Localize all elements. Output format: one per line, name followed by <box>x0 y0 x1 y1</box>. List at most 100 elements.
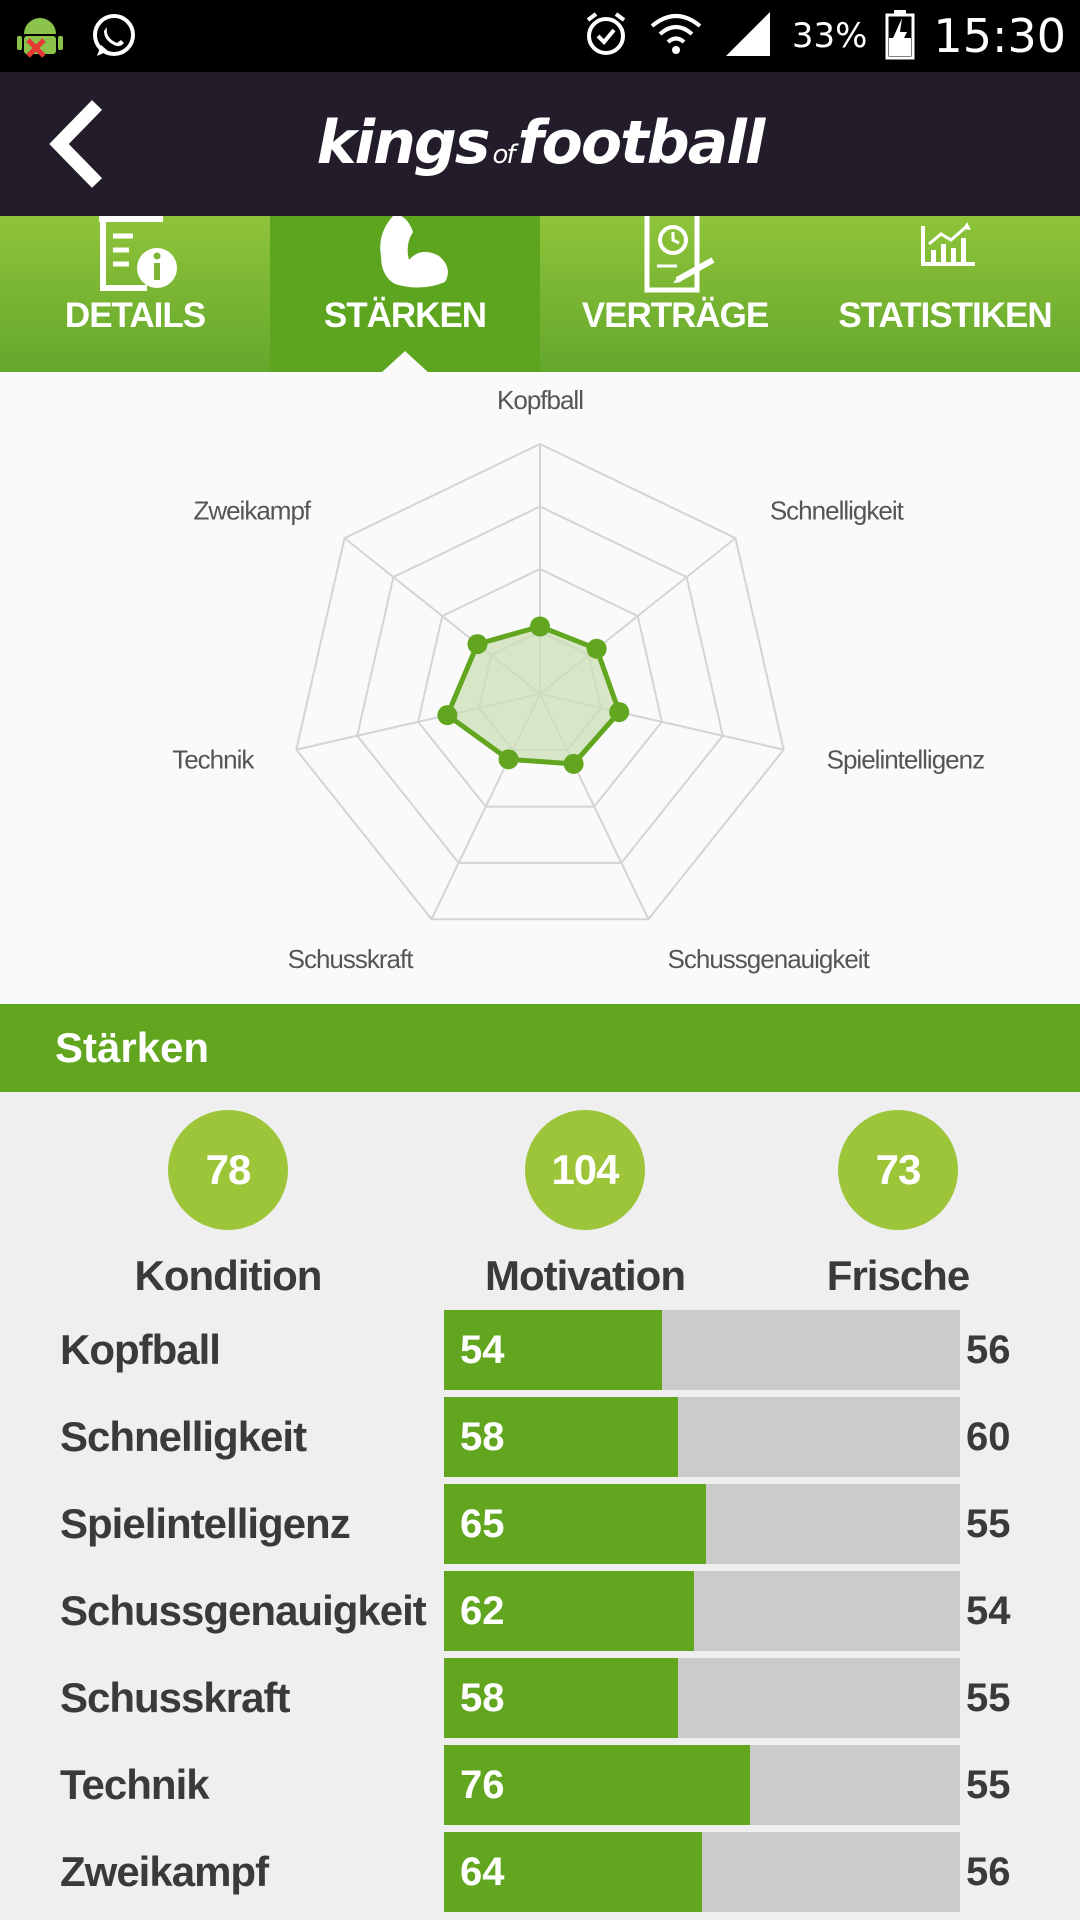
radar-point <box>563 753 584 774</box>
tab-label: STATISTIKEN <box>838 296 1052 335</box>
radar-point <box>437 705 458 726</box>
skill-compare-value: 55 <box>966 1763 1011 1807</box>
summary-label: Frische <box>826 1252 970 1299</box>
wifi-icon <box>648 8 704 65</box>
status-bar: 33% 15:30 <box>0 0 1080 72</box>
radar-point <box>467 634 488 655</box>
active-tab-indicator <box>381 351 429 373</box>
skill-row: Schussgenauigkeit 62 54 <box>0 1571 1080 1651</box>
radar-axis-label: Spielintelligenz <box>827 744 984 774</box>
skill-bar-track: 64 <box>444 1832 960 1912</box>
radar-chart-svg: Kopfball Schnelligkeit Spielintelligenz Sch… <box>172 385 985 974</box>
skill-value: 62 <box>460 1589 505 1633</box>
alarm-icon <box>582 8 630 65</box>
tab-label: VERTRÄGE <box>581 296 769 335</box>
radar-axis-label: Schnelligkeit <box>770 496 905 526</box>
whatsapp-icon <box>88 10 140 67</box>
skill-name: Schusskraft <box>60 1674 290 1721</box>
section-title: Stärken <box>0 1004 1080 1092</box>
signal-icon <box>722 8 774 65</box>
radar-axis-label: Zweikampf <box>193 496 311 526</box>
summary-motivation: 104 Motivation <box>435 1110 735 1300</box>
skill-bar-fill <box>444 1484 707 1564</box>
skill-name: Zweikampf <box>60 1848 269 1895</box>
radar-axis-label: Schusskraft <box>288 944 415 974</box>
radar-grid-ring <box>417 567 663 808</box>
radar-axis-label: Technik <box>172 744 255 774</box>
skill-bar-track: 54 <box>444 1310 960 1390</box>
tab-label: STÄRKEN <box>323 296 487 335</box>
skill-name: Schussgenauigkeit <box>60 1587 427 1634</box>
skill-bar-fill <box>444 1397 678 1477</box>
radar-point <box>586 638 607 659</box>
skill-name: Spielintelligenz <box>60 1500 351 1547</box>
summary-value: 73 <box>838 1110 958 1230</box>
android-debug-icon <box>14 10 66 67</box>
skill-name: Schnelligkeit <box>60 1413 307 1460</box>
skill-row: Schusskraft 58 55 <box>0 1658 1080 1738</box>
radar-chart: Kopfball Schnelligkeit Spielintelligenz Sch… <box>0 372 1080 1004</box>
skill-compare-value: 56 <box>966 1328 1011 1372</box>
back-arrow-icon <box>49 100 103 188</box>
radar-axis-label: Kopfball <box>497 385 583 415</box>
skill-compare-value: 60 <box>966 1415 1011 1459</box>
summary-label: Kondition <box>134 1252 323 1299</box>
radar-point <box>609 702 630 723</box>
summary-label: Motivation <box>485 1252 686 1299</box>
skill-row: Technik 76 55 <box>0 1745 1080 1825</box>
app-bar: kings offootball <box>0 72 1080 216</box>
app-logo: kings offootball <box>0 108 1080 178</box>
logo-of: of <box>492 140 516 170</box>
logo-football: football <box>517 108 766 178</box>
skill-value: 58 <box>460 1415 505 1459</box>
clipboard-info-icon <box>85 216 185 301</box>
radar-point <box>530 616 550 637</box>
battery-icon <box>885 8 915 65</box>
summary-value: 78 <box>168 1110 288 1230</box>
skill-bar-track: 58 <box>444 1658 960 1738</box>
summary-stats: 78 Kondition 104 Motivation 73 Frische <box>0 1110 1080 1300</box>
tab-details[interactable]: DETAILS <box>0 216 270 372</box>
summary-value: 104 <box>525 1110 645 1230</box>
skill-bar-fill <box>444 1832 702 1912</box>
skill-bar-fill <box>444 1310 662 1390</box>
skill-bar-track: 62 <box>444 1571 960 1651</box>
skill-bar-track: 65 <box>444 1484 960 1564</box>
contract-icon <box>625 216 725 301</box>
skill-bar-fill <box>444 1571 694 1651</box>
skill-value: 76 <box>460 1763 505 1807</box>
skill-value: 58 <box>460 1676 505 1720</box>
summary-kondition: 78 Kondition <box>78 1110 378 1300</box>
skill-bar-track: 58 <box>444 1397 960 1477</box>
skill-value: 64 <box>460 1850 505 1894</box>
tab-staerken[interactable]: STÄRKEN <box>270 216 540 373</box>
skill-compare-value: 55 <box>966 1502 1011 1546</box>
clock: 15:30 <box>933 9 1066 63</box>
radar-grid-ring <box>356 505 724 864</box>
tab-vertraege[interactable]: VERTRÄGE <box>540 216 810 372</box>
battery-percent: 33% <box>791 16 868 56</box>
skill-row: Kopfball 54 56 <box>0 1310 1080 1390</box>
tab-label: DETAILS <box>64 296 206 335</box>
radar-point <box>498 749 519 770</box>
radar-axis-label: Schussgenauigkeit <box>668 944 871 974</box>
skill-compare-value: 55 <box>966 1676 1011 1720</box>
radar-value-area <box>444 624 622 767</box>
skill-compare-value: 54 <box>966 1589 1011 1633</box>
skill-row: Spielintelligenz 65 55 <box>0 1484 1080 1564</box>
back-button[interactable] <box>30 94 130 194</box>
skill-bar-fill <box>444 1658 678 1738</box>
skill-name: Technik <box>60 1761 210 1808</box>
flexed-arm-icon <box>355 216 455 301</box>
summary-frische: 73 Frische <box>748 1110 1048 1300</box>
skill-bar-track: 76 <box>444 1745 960 1825</box>
skill-row: Schnelligkeit 58 60 <box>0 1397 1080 1477</box>
tab-statistiken[interactable]: STATISTIKEN <box>810 216 1080 372</box>
skill-name: Kopfball <box>60 1326 221 1373</box>
radar-grid-ring <box>295 442 785 921</box>
skill-row: Zweikampf 64 56 <box>0 1832 1080 1912</box>
logo-kings: kings <box>316 108 491 178</box>
chart-icon <box>895 216 995 301</box>
skill-bar-fill <box>444 1745 751 1825</box>
skill-value: 65 <box>460 1502 505 1546</box>
